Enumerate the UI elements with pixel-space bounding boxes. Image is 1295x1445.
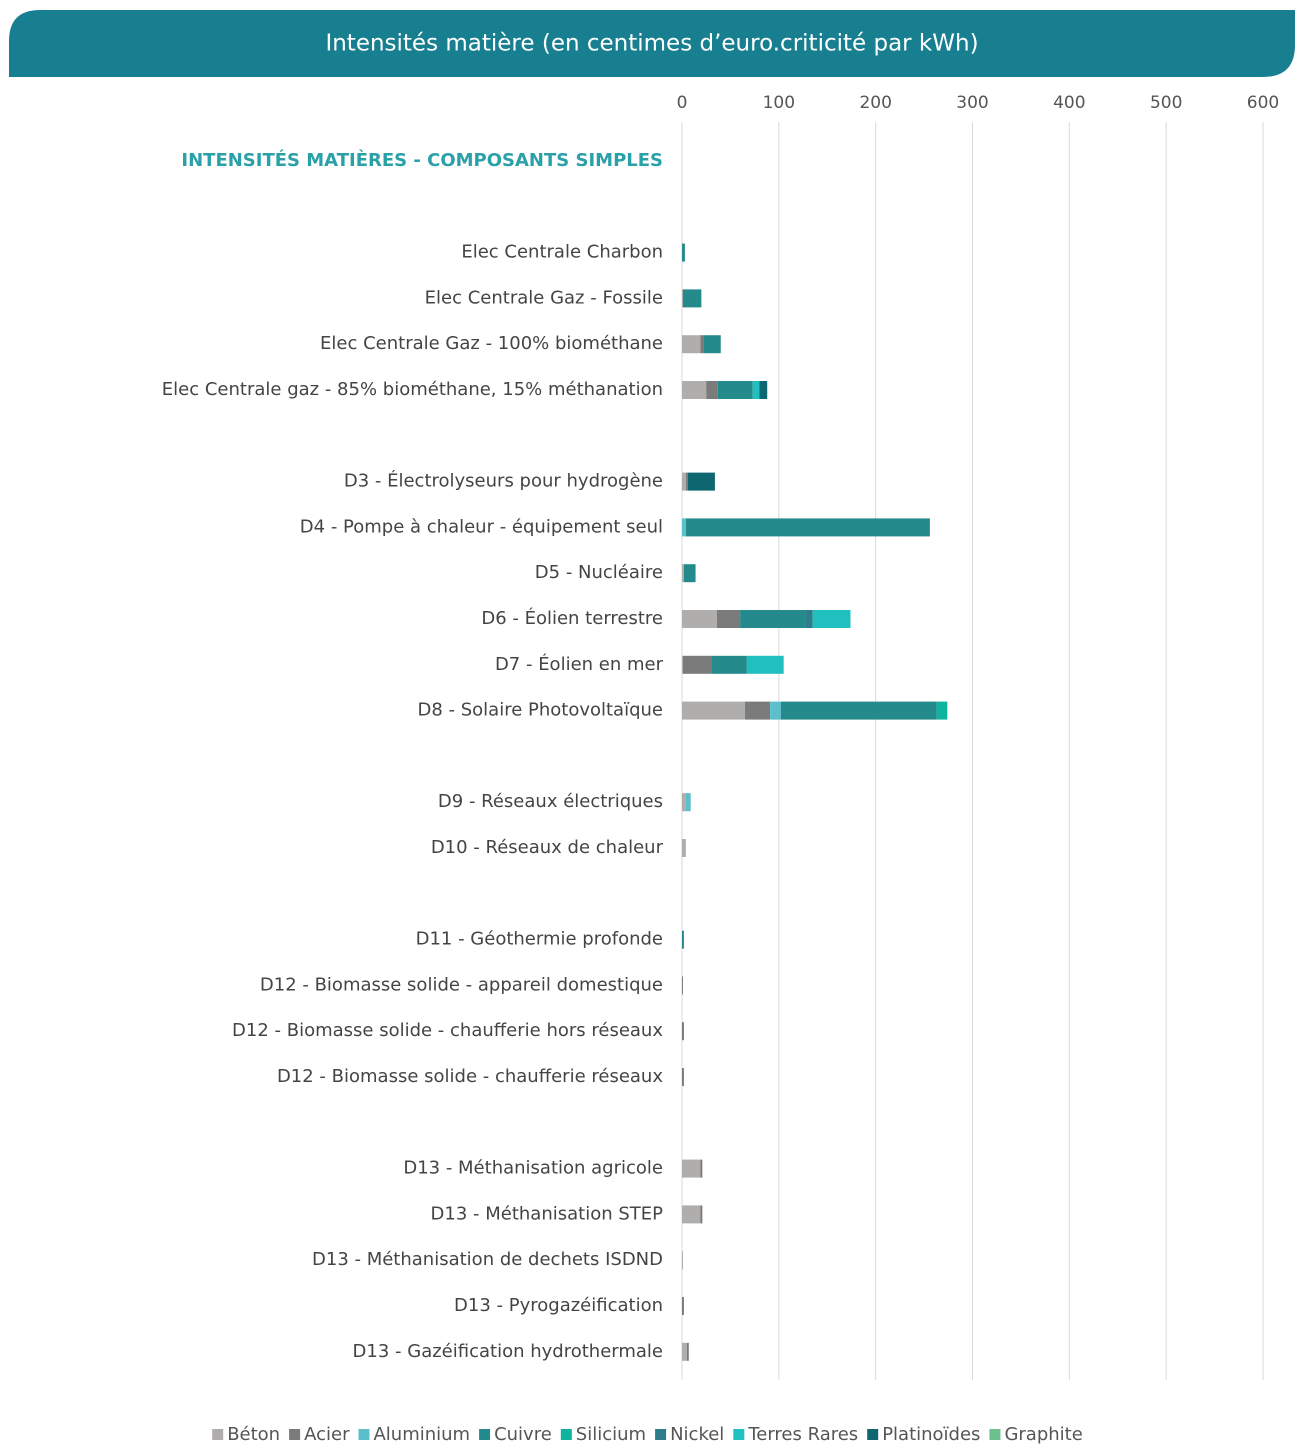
chart-title: Intensités matière (en centimes d’euro.c…: [325, 31, 978, 57]
y-tick-label: D13 - Méthanisation agricole: [403, 1158, 663, 1179]
bar-segment: [683, 564, 696, 583]
bar-segment: [682, 839, 686, 857]
y-tick-label: D5 - Nucléaire: [535, 562, 663, 583]
bar-segment: [685, 472, 688, 491]
bar-segment: [682, 655, 683, 674]
bar-segment: [706, 381, 718, 399]
legend-swatch: [867, 1429, 879, 1440]
legend-label: Graphite: [1004, 1424, 1082, 1445]
y-tick-label: Elec Centrale Charbon: [461, 242, 663, 263]
legend-label: Aluminium: [373, 1424, 470, 1445]
bar-segment: [682, 289, 702, 308]
bar-segment: [682, 564, 684, 583]
legend-label: Silicium: [576, 1424, 646, 1445]
bar-segment: [682, 976, 683, 995]
bar-segment: [936, 701, 948, 720]
y-tick-label: Elec Centrale Gaz - 100% biométhane: [320, 333, 663, 354]
legend-swatch: [479, 1429, 491, 1440]
bar-segment: [712, 655, 747, 674]
x-tick-label: 0: [677, 93, 688, 113]
legend-label: Platinoïdes: [882, 1424, 980, 1445]
bar-segment: [717, 381, 753, 399]
bar-segment: [682, 335, 701, 354]
legend-label: Nickel: [670, 1424, 724, 1445]
bar-segment: [700, 335, 704, 354]
bar-segment: [682, 1251, 683, 1270]
y-tick-label: Elec Centrale gaz - 85% biométhane, 15% …: [162, 379, 663, 400]
bar-segment: [716, 610, 741, 628]
bar-segment: [780, 701, 937, 720]
bar-segment: [770, 701, 781, 720]
y-tick-label: D12 - Biomasse solide - appareil domesti…: [260, 974, 663, 995]
x-tick-label: 100: [763, 93, 795, 113]
title-band: [9, 10, 1295, 77]
bar-segment: [682, 289, 683, 308]
bar-segment: [740, 610, 806, 628]
bar-segment: [682, 518, 686, 537]
x-tick-label: 400: [1053, 93, 1085, 113]
legend-swatch: [989, 1429, 1001, 1440]
bar-segment: [812, 610, 851, 628]
x-tick-label: 600: [1247, 93, 1279, 113]
bar-segment: [685, 518, 930, 537]
bar-segment: [685, 793, 691, 812]
bar-segment: [682, 655, 713, 674]
bar-segment: [805, 610, 813, 628]
legend-swatch: [560, 1429, 572, 1440]
legend-swatch: [289, 1429, 301, 1440]
y-tick-label: D12 - Biomasse solide - chaufferie hors …: [232, 1020, 663, 1041]
bar-segment: [682, 1205, 701, 1224]
bar-segment: [682, 701, 745, 720]
y-tick-label: D8 - Solaire Photovoltaïque: [417, 700, 663, 721]
legend-swatch: [655, 1429, 667, 1440]
y-tick-label: D11 - Géothermie profonde: [416, 929, 663, 950]
x-tick-label: 200: [859, 93, 891, 113]
section-label: INTENSITÉS MATIÈRES - COMPOSANTS SIMPLES: [181, 149, 663, 171]
legend-swatch: [358, 1429, 370, 1440]
bar-segment: [682, 381, 707, 399]
bar-segment: [744, 701, 771, 720]
y-tick-label: D3 - Électrolyseurs pour hydrogène: [344, 470, 663, 492]
bar-segment: [700, 1205, 703, 1224]
bar-segment: [687, 472, 715, 491]
bar-segment: [703, 335, 721, 354]
bar-segment: [682, 1022, 684, 1041]
y-tick-label: D6 - Éolien terrestre: [481, 607, 663, 629]
bar-segment: [682, 1068, 684, 1086]
y-tick-label: D12 - Biomasse solide - chaufferie résea…: [277, 1066, 663, 1087]
x-tick-label: 300: [956, 93, 988, 113]
bar-segment: [682, 1297, 684, 1315]
y-tick-label: D4 - Pompe à chaleur - équipement seul: [300, 516, 663, 537]
legend-label: Acier: [304, 1424, 350, 1445]
bar-segment: [682, 930, 684, 949]
legend-label: Terres Rares: [747, 1424, 858, 1445]
bar-segment: [752, 381, 760, 399]
legend-swatch: [212, 1429, 224, 1440]
legend-swatch: [733, 1429, 745, 1440]
y-tick-label: D9 - Réseaux électriques: [438, 791, 663, 812]
bar-segment: [682, 1342, 687, 1361]
legend-label: Cuivre: [494, 1424, 552, 1445]
legend-label: Béton: [227, 1424, 280, 1445]
bar-segment: [682, 472, 686, 491]
bar-segment: [682, 1159, 701, 1178]
bar-segment: [686, 1342, 689, 1361]
y-tick-label: D13 - Méthanisation STEP: [431, 1203, 664, 1224]
y-tick-label: D13 - Gazéification hydrothermale: [353, 1341, 663, 1362]
y-tick-label: Elec Centrale Gaz - Fossile: [425, 287, 663, 308]
y-tick-label: D13 - Pyrogazéification: [454, 1295, 663, 1316]
y-tick-label: D7 - Éolien en mer: [495, 653, 664, 675]
bar-segment: [700, 1159, 703, 1178]
bar-segment: [746, 655, 784, 674]
x-tick-label: 500: [1150, 93, 1182, 113]
bar-segment: [682, 793, 686, 812]
bar-segment: [759, 381, 768, 399]
bar-segment: [682, 243, 685, 262]
y-tick-label: D10 - Réseaux de chaleur: [431, 837, 664, 858]
y-tick-label: D13 - Méthanisation de dechets ISDND: [312, 1249, 663, 1270]
bar-segment: [682, 610, 717, 628]
